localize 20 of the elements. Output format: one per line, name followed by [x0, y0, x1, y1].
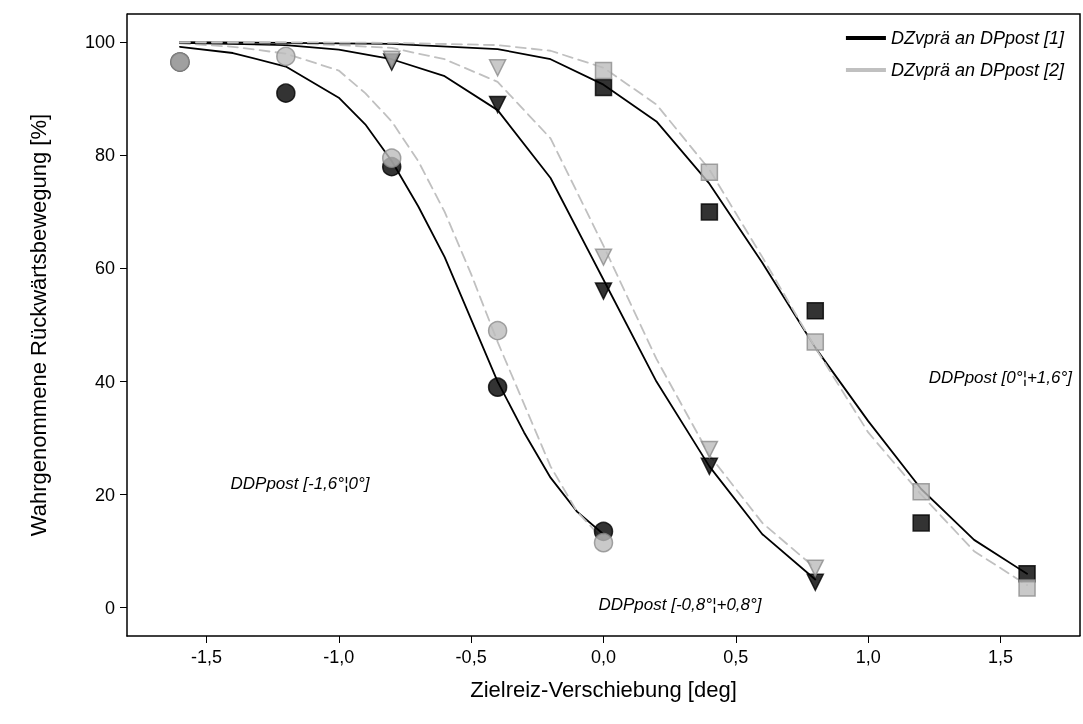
y-tick-label: 40 — [94, 371, 115, 392]
annotation: DDPpost [-0,8°¦+0,8°] — [598, 594, 763, 614]
x-tick-label: 0,0 — [590, 647, 617, 667]
legend-label: DZvprä an DPpost [1] — [890, 28, 1065, 48]
y-tick-label: 100 — [84, 32, 115, 53]
x-tick-label: -1,0 — [323, 647, 355, 667]
y-tick-label: 0 — [104, 597, 115, 618]
x-tick-label: -0,5 — [455, 647, 487, 667]
x-tick-label: 0,5 — [723, 647, 749, 667]
legend-label: DZvprä an DPpost [2] — [890, 60, 1065, 80]
x-tick-label: 1,5 — [988, 647, 1014, 667]
y-tick-label: 80 — [94, 145, 115, 166]
annotation: DDPpost [-1,6°¦0°] — [230, 473, 371, 493]
x-axis-title: Zielreiz-Verschiebung [deg] — [470, 676, 737, 702]
x-tick-label: 1,0 — [855, 647, 881, 667]
y-tick-label: 60 — [94, 258, 115, 279]
x-tick-label: -1,5 — [190, 647, 222, 667]
y-axis-title: Wahrgenommene Rückwärtsbewegung [%] — [25, 113, 51, 537]
y-tick-label: 20 — [94, 484, 115, 505]
annotation: DDPpost [0°¦+1,6°] — [928, 367, 1074, 387]
